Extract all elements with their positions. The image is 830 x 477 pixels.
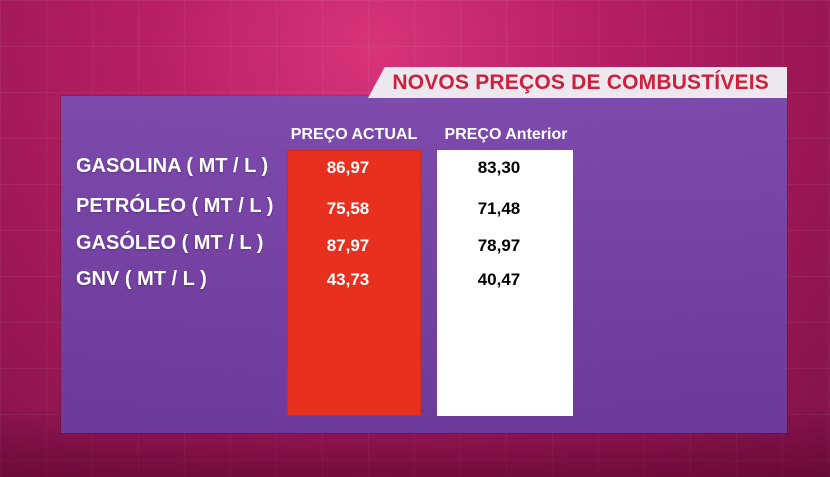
- actual-price-gasolina: 86,97: [326, 158, 370, 177]
- anterior-price-gnv: 40,47: [477, 270, 521, 289]
- anterior-price-gasolina: 83,30: [477, 158, 521, 177]
- page-title: NOVOS PREÇOS DE COMBUSTÍVEIS: [392, 70, 769, 94]
- price-panel: [61, 96, 787, 433]
- anterior-price-petroleo: 71,48: [477, 199, 521, 218]
- actual-price-petroleo: 75,58: [326, 199, 370, 218]
- anterior-price-column: [437, 150, 573, 416]
- row-label-gasolina: GASOLINA ( MT / L ): [76, 155, 269, 177]
- row-label-gnv: GNV ( MT / L ): [76, 268, 207, 290]
- row-label-petroleo: PETRÓLEO ( MT / L ): [76, 195, 274, 217]
- column-header-actual: PREÇO ACTUAL: [290, 126, 418, 143]
- actual-price-column: [287, 150, 421, 416]
- column-header-anterior: PREÇO Anterior: [444, 126, 568, 143]
- row-label-gasoleo: GASÓLEO ( MT / L ): [76, 232, 264, 254]
- title-banner: NOVOS PREÇOS DE COMBUSTÍVEIS: [368, 67, 787, 98]
- actual-price-gasoleo: 87,97: [326, 236, 370, 255]
- actual-price-gnv: 43,73: [326, 270, 370, 289]
- anterior-price-gasoleo: 78,97: [477, 236, 521, 255]
